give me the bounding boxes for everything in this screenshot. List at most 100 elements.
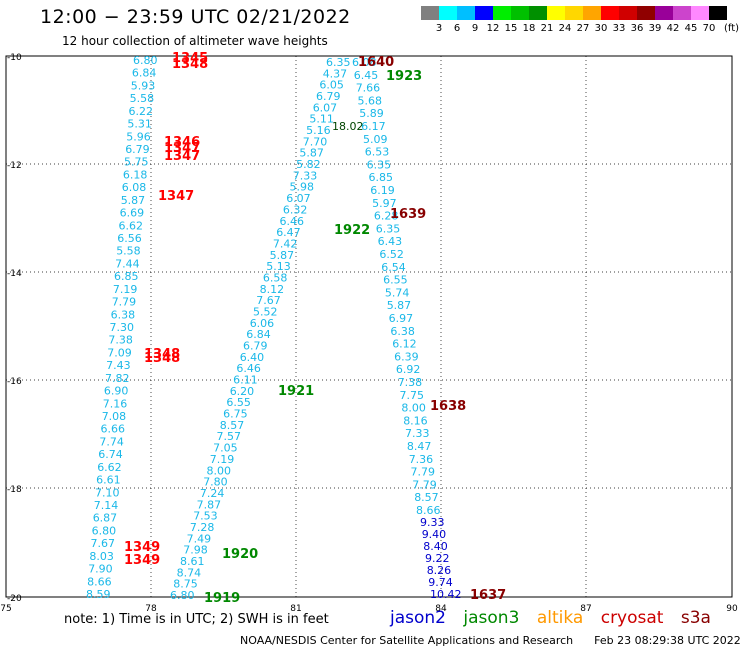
- wave-height-label: 7.74: [99, 435, 124, 448]
- wave-height-label: 6.20: [230, 385, 255, 398]
- credit-line: NOAA/NESDIS Center for Satellite Applica…: [240, 634, 740, 647]
- legend-swatch: [475, 6, 493, 20]
- wave-height-label: 8.00: [207, 464, 232, 477]
- satellite-jason3: jason3: [463, 608, 520, 628]
- wave-height-label: 7.67: [256, 294, 281, 307]
- pass-time-tag: 1348: [172, 57, 208, 72]
- wave-height-label: 7.49: [187, 532, 212, 545]
- wave-height-label: 4.37: [323, 67, 348, 80]
- wave-height-label: 8.12: [260, 283, 285, 296]
- wave-height-label: 6.80: [92, 524, 117, 537]
- legend-tick-label: 24: [558, 23, 572, 34]
- wave-height-label: 6.52: [379, 248, 404, 261]
- legend-tick-label: 15: [504, 23, 518, 34]
- pass-time-tag: 1919: [204, 591, 240, 606]
- wave-height-label: 7.14: [94, 499, 119, 512]
- pass-time-tag: 1923: [386, 69, 422, 84]
- pass-time-tag: 1346: [164, 135, 200, 150]
- pass-time-tag: 1348: [144, 347, 180, 362]
- legend-tick-label: 33: [612, 23, 626, 34]
- legend-tick-label: 30: [594, 23, 608, 34]
- wave-height-label: 8.74: [177, 566, 202, 579]
- wave-height-label: 6.38: [111, 308, 136, 321]
- legend-swatch: [547, 6, 565, 20]
- lat-tick-label: -10: [7, 53, 22, 63]
- wave-height-label: 7.09: [107, 346, 132, 359]
- wave-height-label: 7.66: [356, 82, 381, 95]
- lat-tick-label: -20: [7, 594, 22, 604]
- footnote: note: 1) Time is in UTC; 2) SWH is in fe…: [64, 612, 329, 627]
- wave-height-label: 7.19: [210, 453, 235, 466]
- pass-time-tag: 1637: [470, 588, 506, 603]
- wave-height-label: 5.97: [372, 197, 397, 210]
- lon-tick-label: 87: [580, 604, 591, 614]
- legend-swatch: [637, 6, 655, 20]
- wave-height-label: 6.75: [223, 408, 248, 421]
- wave-height-label: 8.03: [89, 550, 114, 563]
- page-title: 12:00 − 23:59 UTC 02/21/2022: [40, 6, 351, 28]
- legend-tick-label: 27: [576, 23, 590, 34]
- legend-swatch: [655, 6, 673, 20]
- satellite-s3a: s3a: [680, 608, 711, 628]
- pass-time-tag: 1348: [144, 351, 180, 366]
- wave-height-label: 6.90: [104, 385, 128, 398]
- wave-height-label: 5.58: [130, 92, 155, 105]
- wave-height-label: 7.19: [113, 283, 137, 296]
- wave-height-label: 7.43: [106, 359, 131, 372]
- pass-time-tag: 1638: [430, 399, 466, 414]
- wave-height-label: 6.79: [243, 340, 268, 353]
- wave-height-label: 6.45: [354, 69, 379, 82]
- wave-height-label: 6.66: [101, 423, 126, 436]
- wave-height-label: 6.08: [122, 181, 147, 194]
- wave-height-label: 6.46: [280, 215, 305, 228]
- wave-height-label: 6.28: [374, 210, 399, 223]
- wave-height-label: 8.66: [416, 504, 441, 517]
- wave-height-label: 6.62: [97, 461, 122, 474]
- wave-height-label: 6.22: [129, 105, 154, 118]
- lon-tick-label: 84: [435, 604, 447, 614]
- legend-swatch: [691, 6, 709, 20]
- wave-height-label: 5.96: [126, 130, 151, 143]
- wave-height-label: 7.82: [105, 372, 130, 385]
- legend-swatch: [493, 6, 511, 20]
- wave-height-label: 6.56: [117, 232, 142, 245]
- wave-height-label: 6.46: [236, 362, 261, 375]
- wave-height-label: 6.35: [367, 158, 392, 171]
- wave-height-label: 5.82: [296, 158, 321, 171]
- wave-height-label: 8.40: [423, 540, 448, 553]
- wave-height-label: 7.16: [103, 397, 128, 410]
- wave-height-label: 6.79: [125, 143, 150, 156]
- wave-height-label: 7.57: [217, 430, 242, 443]
- wave-height-label: 6.97: [389, 312, 414, 325]
- lon-tick-label: 75: [0, 604, 11, 614]
- legend-tick-label: 18: [522, 23, 536, 34]
- wave-height-label: 6.85: [114, 270, 139, 283]
- wave-height-label: 5.31: [127, 118, 151, 131]
- wave-height-label: 7.98: [183, 544, 208, 557]
- lon-tick-label: 90: [726, 604, 738, 614]
- wave-height-label: 5.68: [358, 94, 383, 107]
- wave-height-label: 6.53: [365, 146, 390, 159]
- wave-height-label: 6.55: [383, 274, 408, 287]
- wave-height-label: 7.44: [115, 257, 140, 270]
- wave-height-label: 5.13: [266, 260, 291, 273]
- legend-tick-label: 39: [648, 23, 662, 34]
- legend-swatch: [565, 6, 583, 20]
- wave-height-label: 10.42: [430, 588, 462, 601]
- wave-height-label: 8.26: [427, 564, 452, 577]
- wave-height-label: 6.43: [378, 235, 403, 248]
- wave-height-label: 6.11: [233, 374, 258, 387]
- wave-height-label: 6.35: [376, 222, 401, 235]
- wave-height-label: 7.36: [409, 453, 434, 466]
- legend-tick-label: 6: [453, 23, 461, 34]
- wave-height-label: 5.87: [270, 249, 295, 262]
- wave-height-label: 6.80: [133, 54, 158, 67]
- pass-time-tag: 1345: [172, 51, 208, 66]
- wave-height-label: 7.70: [303, 135, 328, 148]
- wave-height-label: 7.38: [108, 334, 132, 347]
- legend-swatch: [583, 6, 601, 20]
- wave-height-label: 8.57: [414, 491, 439, 504]
- wave-height-label: 8.75: [173, 578, 198, 591]
- wave-height-label: 8.16: [403, 414, 428, 427]
